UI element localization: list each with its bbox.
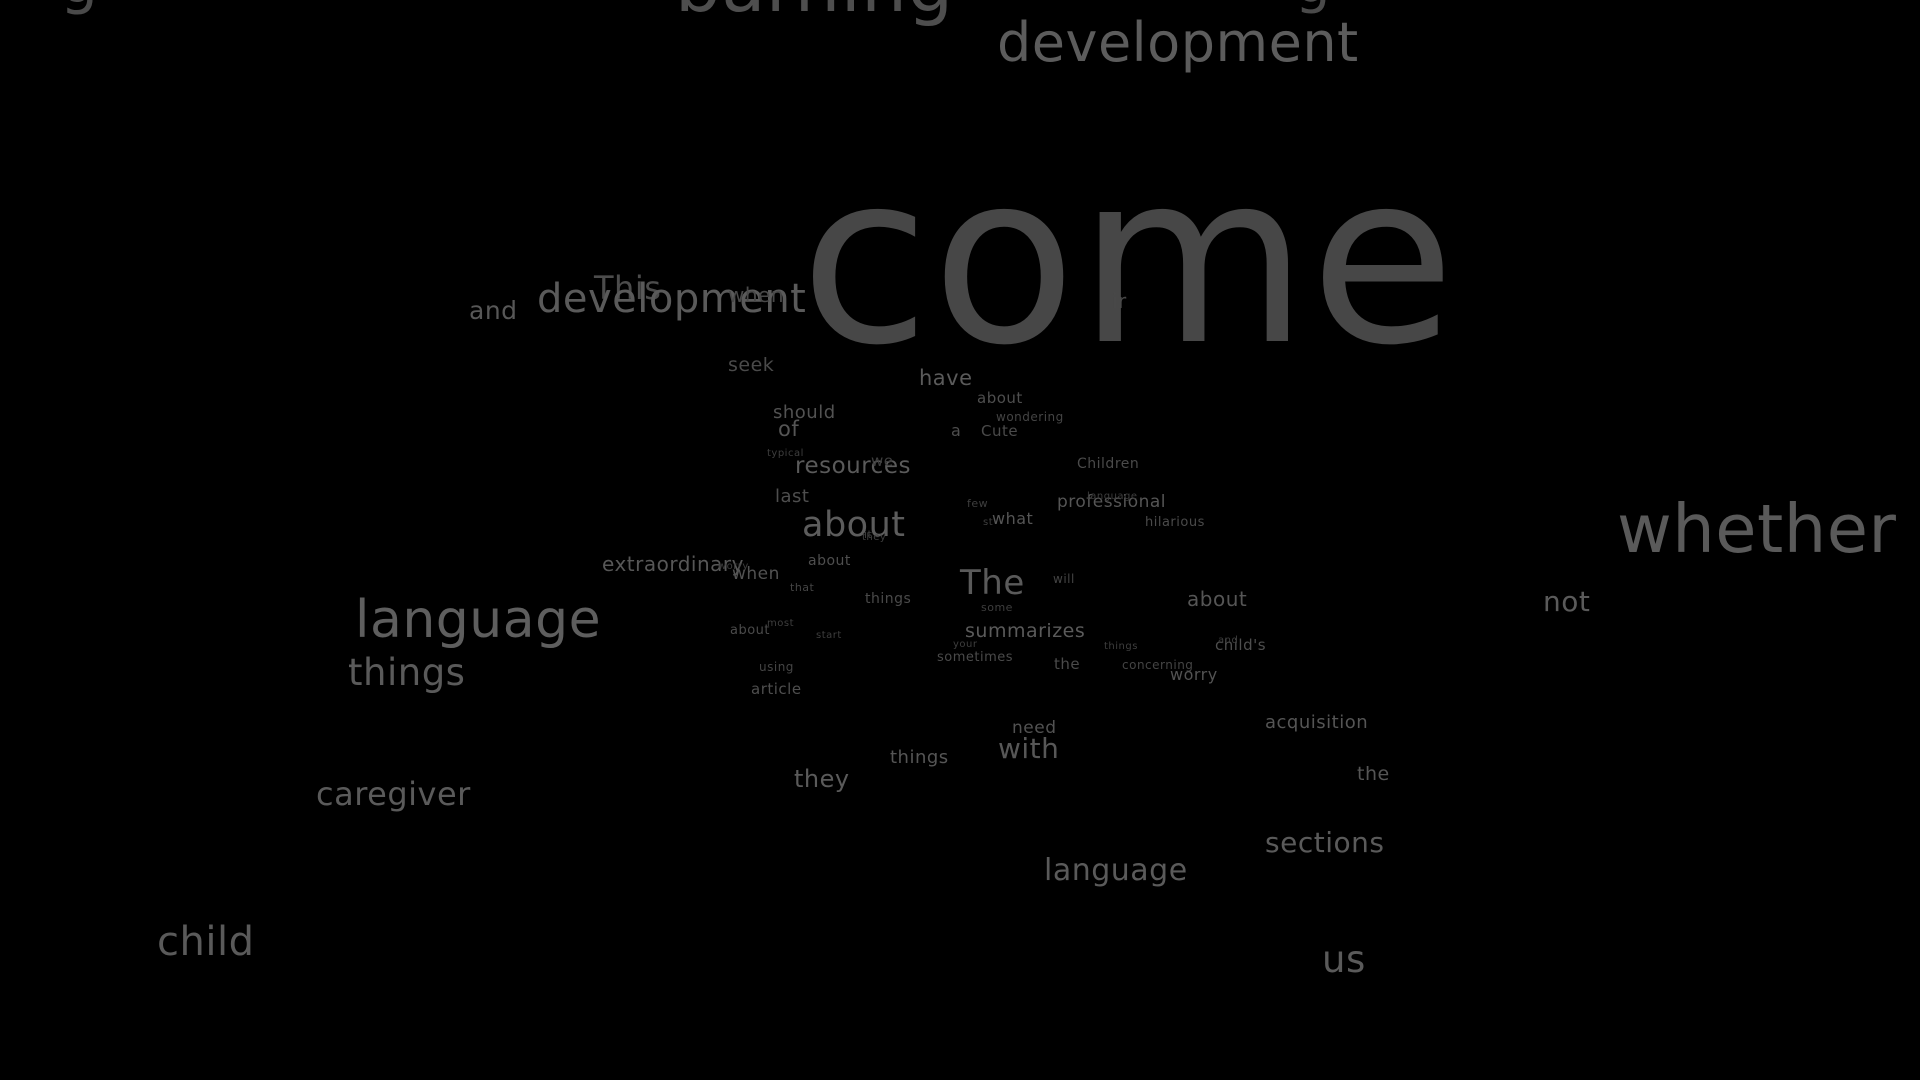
word-of: of [778,417,800,441]
word-come: come [800,122,1458,397]
word-they-small: they [862,532,887,543]
word-extraordinary: extraordinary [602,552,744,576]
word-using: using [759,660,794,674]
word-the-2: the [1357,763,1390,785]
word-worry-small: worry [718,561,749,572]
word-resources: resources [795,453,911,479]
word-your: your [953,639,978,650]
word-most: most [767,618,794,629]
word-about-3: about [1187,587,1248,611]
word-ir: ir [1112,289,1127,313]
word-development-mid: development [537,276,807,322]
word-seek: seek [728,354,775,376]
word-st: st [983,517,994,528]
word-some: some [981,601,1013,614]
word-not: not [1543,585,1591,618]
word-last: last [775,486,810,507]
word-sometimes: sometimes [937,650,1014,665]
word-cute: Cute [981,422,1019,440]
word-a: a [951,421,962,440]
word-things-3: things [890,747,949,768]
word-language-large: language [355,590,602,650]
word-about-4: about [730,623,771,638]
word-sections: sections [1265,826,1385,859]
word-what: what [992,509,1034,528]
word-g-left-edge: g [60,0,99,12]
word-things-large: things [348,651,466,694]
word-about-2: about [808,553,851,569]
word-things-1: things [865,591,912,607]
word-concerning: concerning [1122,658,1194,672]
word-child: child [157,919,255,965]
word-us: us [1322,938,1366,981]
word-when-2: when [732,564,780,584]
word-we: we [871,452,894,470]
word-about-1: about [977,389,1023,407]
word-they: they [794,765,850,793]
word-should: should [773,402,836,423]
word-with: with [998,732,1060,765]
word-professional: professional [1057,492,1167,512]
word-have: have [919,366,973,390]
word-need: need [1012,718,1057,738]
word-summarizes: summarizes [965,620,1086,642]
word-language-small: language [1087,491,1138,502]
word-whether: whether [1617,490,1897,568]
word-wondering: wondering [996,410,1064,424]
word-when-1: when [728,283,785,307]
word-hilarious: hilarious [1145,515,1205,530]
word-that: that [790,581,815,594]
word-start: start [816,630,842,641]
word-g-top: g [1295,0,1331,12]
word-about-large: about [802,505,906,545]
word-things-2: things [1104,641,1138,652]
word-it: it [864,528,873,541]
word-children: Children [1077,456,1140,472]
word-caregiver: caregiver [316,775,471,813]
word-article: article [751,680,802,698]
word-the-large: The [960,563,1025,603]
word-barning: barning [675,0,954,22]
word-typical: typical [767,448,804,459]
word-acquisition: acquisition [1265,712,1369,733]
word-language-bottom: language [1044,853,1188,888]
word-development-top: development [997,11,1359,74]
word-childs: child's [1215,636,1267,654]
word-and: and [469,296,518,325]
word-this: This [594,269,662,307]
word-the-1: the [1054,655,1081,673]
word-worry: worry [1170,665,1218,684]
word-will: will [1053,572,1075,586]
word-few: few [967,497,989,510]
word-and-small: and [1218,635,1239,646]
